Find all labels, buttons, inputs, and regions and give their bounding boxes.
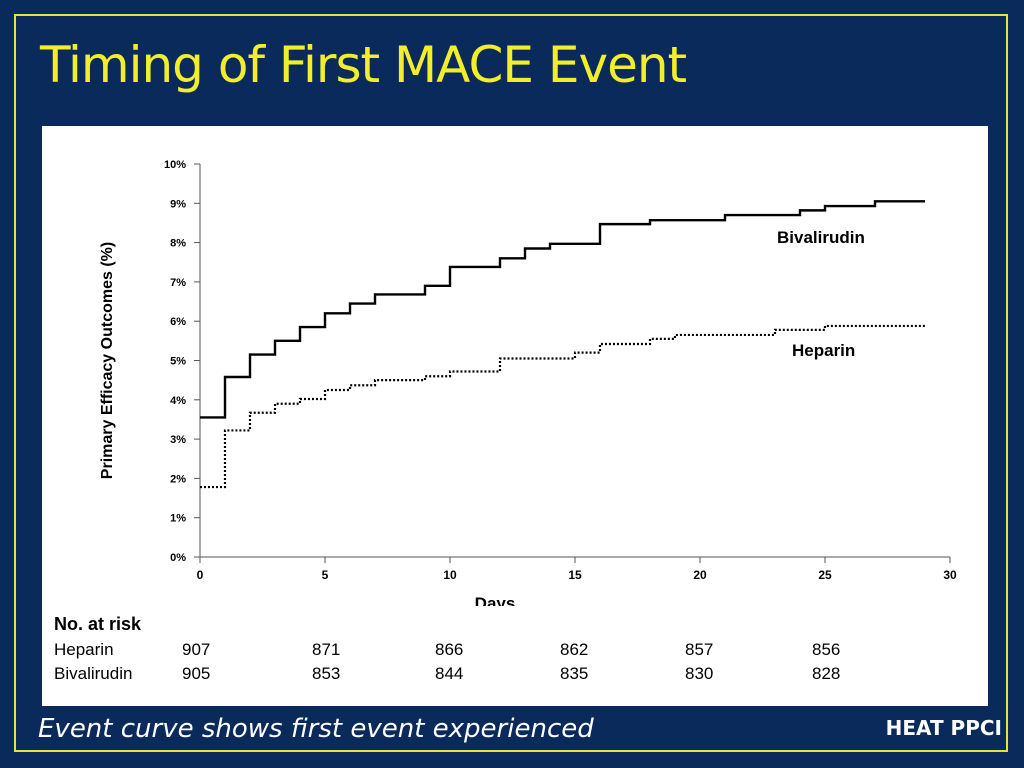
risk-value: 828 (812, 664, 841, 683)
y-tick-label: 5% (170, 356, 186, 368)
footnote: Event curve shows first event experience… (38, 714, 594, 744)
x-tick-label: 30 (943, 568, 957, 582)
y-tick-label: 7% (170, 277, 186, 289)
slide-title: Timing of First MACE Event (40, 36, 687, 94)
x-axis-label: Days (475, 594, 516, 606)
series-label-bivalirudin: Bivalirudin (777, 228, 865, 247)
series-line-bivalirudin (200, 200, 925, 419)
x-tick-label: 5 (322, 568, 329, 582)
x-tick-label: 10 (443, 568, 457, 582)
risk-value: 871 (312, 640, 341, 659)
x-tick-label: 25 (818, 568, 832, 582)
y-tick-label: 8% (170, 238, 186, 250)
risk-value: 905 (182, 664, 211, 683)
y-tick-label: 1% (170, 513, 186, 525)
brand-label: HEAT PPCI (885, 716, 1002, 740)
risk-value: 907 (182, 640, 211, 659)
risk-table-header: No. at risk (54, 614, 142, 634)
y-tick-label: 3% (170, 434, 186, 446)
risk-value: 853 (312, 664, 341, 683)
series-label-heparin: Heparin (792, 341, 855, 360)
slide-frame (14, 14, 1008, 752)
y-tick-label: 10% (164, 159, 186, 171)
x-tick-label: 20 (693, 568, 707, 582)
y-axis-label: Primary Efficacy Outcomes (%) (99, 242, 116, 479)
x-tick-label: 0 (197, 568, 204, 582)
y-tick-label: 4% (170, 395, 186, 407)
risk-value: 835 (560, 664, 589, 683)
risk-row-label: Heparin (54, 640, 114, 659)
x-tick-label: 15 (568, 568, 582, 582)
km-chart: 0% 1% 2% 3% 4% 5% 6% 7% 8% 9% 10% 0 5 10 15 20 25 30 Days P… (99, 159, 957, 606)
risk-value: 830 (685, 664, 714, 683)
y-tick-label: 0% (170, 552, 186, 564)
risk-row-bivalirudin: Bivalirudin 905 853 844 835 830 828 (54, 664, 974, 686)
y-tick-label: 2% (170, 473, 186, 485)
risk-value: 866 (435, 640, 464, 659)
y-tick-label: 9% (170, 198, 186, 210)
chart-panel: 0% 1% 2% 3% 4% 5% 6% 7% 8% 9% 10% 0 5 10 15 20 25 30 Days P… (42, 126, 988, 706)
risk-value: 862 (560, 640, 589, 659)
risk-value: 857 (685, 640, 714, 659)
y-tick-label: 6% (170, 316, 186, 328)
series-line-heparin (200, 324, 925, 489)
risk-row-label: Bivalirudin (54, 664, 133, 683)
risk-value: 856 (812, 640, 841, 659)
risk-value: 844 (435, 664, 464, 683)
risk-row-heparin: Heparin 907 871 866 862 857 856 (54, 640, 974, 662)
